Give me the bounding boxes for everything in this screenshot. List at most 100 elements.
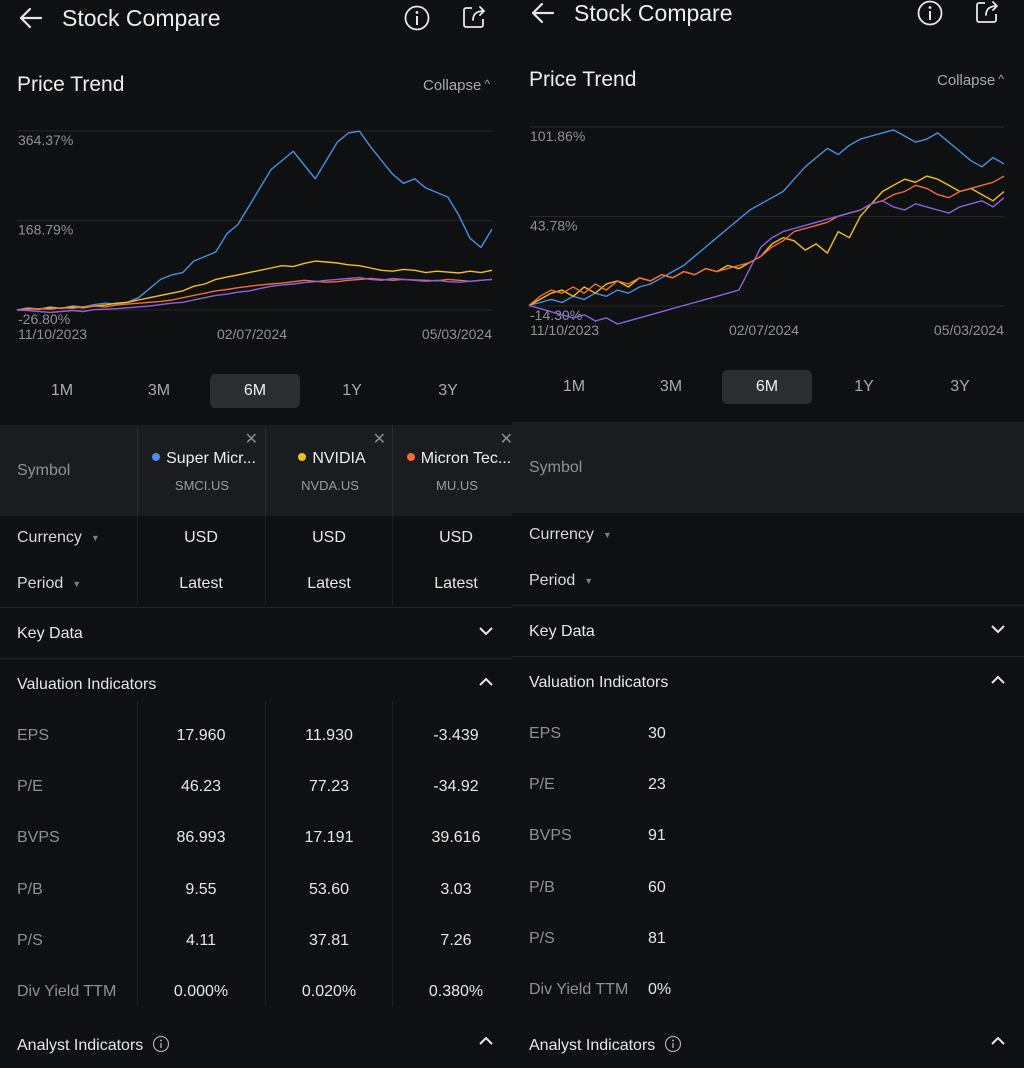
series-line-3	[16, 276, 493, 314]
column-divider	[392, 701, 393, 1007]
stock-column-header: ✕ Super Micr... SMCI.US	[137, 425, 266, 516]
symbol-label: Symbol	[17, 462, 71, 479]
app-header: Stock Compare	[0, 0, 512, 36]
analyst-section[interactable]: Analyst Indicators	[0, 1021, 512, 1068]
x-tick-label: 02/07/2024	[217, 326, 287, 342]
stock-ticker: MU.US	[436, 478, 478, 493]
symbol-label-cell: Symbol	[512, 422, 647, 513]
valuation-label: Valuation Indicators	[529, 674, 669, 691]
column-divider	[137, 515, 138, 605]
period-tab-6m[interactable]: 6M	[210, 374, 300, 408]
page-title: Stock Compare	[62, 5, 221, 31]
indicator-value: 0%	[648, 981, 672, 998]
caret-down-icon: ▼	[584, 575, 594, 586]
period-tab-3y[interactable]: 3Y	[950, 378, 970, 395]
indicator-value: 91	[648, 827, 666, 845]
indicator-value: 17.191	[304, 829, 354, 847]
collapse-button[interactable]: Collapse ^	[937, 72, 1004, 89]
period-tab-1y[interactable]: 1Y	[342, 382, 362, 399]
valuation-section[interactable]: Valuation Indicators	[0, 662, 512, 712]
chevron-up-icon	[991, 675, 1005, 684]
series-line-2	[528, 175, 1005, 307]
currency-value: USD	[439, 529, 473, 546]
page-title: Stock Compare	[574, 0, 733, 26]
column-divider	[265, 701, 266, 1007]
valuation-section[interactable]: Valuation Indicators	[512, 660, 1024, 710]
series-dot	[406, 453, 415, 461]
period-tab-3m[interactable]: 3M	[147, 382, 171, 399]
price-trend-title: Price Trend	[17, 73, 125, 96]
caret-down-icon: ▼	[72, 578, 82, 589]
indicator-value: -34.92	[433, 778, 479, 796]
indicator-value: 4.11	[186, 931, 216, 949]
period-label[interactable]: Period ▼	[17, 575, 82, 592]
indicator-value: 7.26	[440, 931, 472, 949]
back-arrow-icon[interactable]	[529, 0, 557, 27]
stock-name: Super Micr...	[146, 450, 262, 468]
indicator-value: 0.380%	[428, 983, 484, 1000]
indicator-label: P/S	[17, 931, 43, 949]
y-tick-label: 43.78%	[530, 218, 577, 234]
period-tab-1m[interactable]: 1M	[50, 382, 74, 399]
period-selector: 1M 3M 6M 1Y 3Y	[512, 370, 1024, 404]
currency-value: USD	[312, 529, 346, 546]
period-tab-3y[interactable]: 3Y	[438, 382, 458, 399]
currency-label[interactable]: Currency ▼	[529, 526, 612, 543]
app-header: Stock Compare	[512, 0, 1024, 31]
chevron-up-icon	[991, 1036, 1005, 1045]
currency-value: USD	[184, 529, 218, 546]
indicator-value: 0.000%	[173, 983, 229, 1000]
share-icon[interactable]	[973, 0, 1001, 26]
x-tick-label: 05/03/2024	[934, 322, 1004, 338]
indicator-label-column	[512, 699, 647, 1005]
close-icon[interactable]: ✕	[244, 431, 258, 448]
key-data-label: Key Data	[529, 623, 595, 640]
divider	[0, 607, 512, 608]
indicator-label: P/E	[529, 776, 555, 794]
back-arrow-icon[interactable]	[17, 4, 45, 32]
indicator-value: 39.616	[431, 829, 481, 847]
indicator-value: 86.993	[176, 829, 226, 847]
key-data-section[interactable]: Key Data	[512, 609, 1024, 659]
indicator-value: 46.23	[180, 778, 222, 796]
share-icon[interactable]	[460, 3, 488, 31]
collapse-button[interactable]: Collapse ^	[423, 77, 490, 94]
period-label[interactable]: Period ▼	[529, 572, 594, 589]
analyst-section[interactable]: Analyst Indicators	[512, 1021, 1024, 1068]
indicator-value: 77.23	[308, 778, 350, 796]
period-tab-1y[interactable]: 1Y	[854, 378, 874, 395]
close-icon[interactable]: ✕	[499, 431, 512, 448]
column-divider	[392, 515, 393, 605]
info-icon	[152, 1035, 169, 1053]
y-tick-label: -14.30%	[530, 307, 582, 323]
analyst-label: Analyst Indicators	[529, 1035, 682, 1055]
info-icon[interactable]	[403, 4, 431, 32]
period-tab-3m[interactable]: 3M	[659, 378, 683, 395]
indicator-value: 37.81	[308, 931, 350, 949]
indicator-value: -3.439	[433, 727, 479, 744]
series-dot	[298, 453, 307, 461]
period-tab-1m[interactable]: 1M	[562, 378, 586, 395]
indicator-value: 60	[648, 878, 666, 896]
series-line-0	[16, 130, 493, 311]
info-icon[interactable]	[916, 0, 944, 27]
stock-name: Micron Tec...	[401, 450, 512, 468]
x-tick-label: 11/10/2023	[530, 322, 599, 338]
period-tab-6m[interactable]: 6M	[722, 370, 812, 404]
symbol-row: ✕IDIA.US✕Micron Tec...MU.US✕NRG EnergyNR…	[512, 422, 1024, 513]
indicator-label: BVPS	[529, 827, 572, 845]
indicator-value: 0.020%	[301, 983, 357, 1000]
indicator-label: EPS	[529, 725, 562, 742]
divider	[512, 605, 1024, 606]
series-line-0	[528, 129, 1005, 307]
column-divider	[137, 701, 138, 1007]
indicator-label: P/B	[17, 880, 43, 898]
period-selector: 1M 3M 6M 1Y 3Y	[0, 374, 512, 408]
currency-label[interactable]: Currency ▼	[17, 529, 100, 546]
period-value: Latest	[307, 575, 351, 592]
indicator-value: 17.960	[176, 727, 226, 744]
close-icon[interactable]: ✕	[372, 431, 386, 448]
price-trend-title: Price Trend	[529, 68, 637, 91]
key-data-section[interactable]: Key Data	[0, 611, 512, 661]
indicator-label: EPS	[17, 727, 50, 744]
